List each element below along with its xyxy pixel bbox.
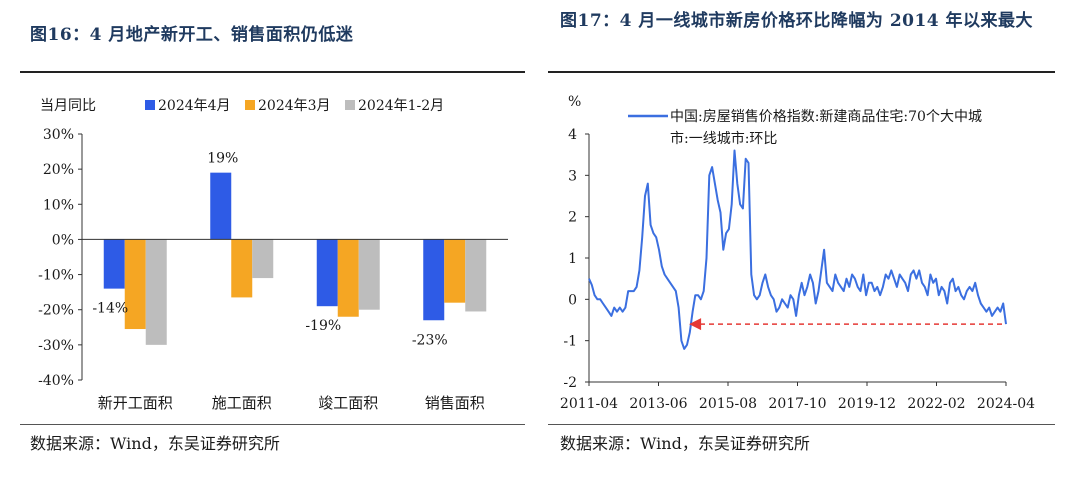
bar-legend-swatch-2 bbox=[345, 100, 355, 110]
bar-ytick-label: -30% bbox=[38, 338, 74, 354]
left-chart-title: 图16：4 月地产新开工、销售面积仍低迷 bbox=[30, 25, 354, 45]
left-title-rule bbox=[20, 71, 525, 73]
bar-category-label: 施工面积 bbox=[212, 394, 272, 412]
bar-legend-label-2: 2024年1-2月 bbox=[358, 98, 444, 114]
bar-ylabel: 当月同比 bbox=[40, 98, 96, 114]
left-panel: 图16：4 月地产新开工、销售面积仍低迷 当月同比 2024年4月 2024年3月 2… bbox=[0, 0, 530, 482]
bar-legend-label-1: 2024年3月 bbox=[258, 98, 331, 114]
line-series-path bbox=[588, 149, 1007, 350]
line-xtick-label: 2022-02 bbox=[907, 396, 965, 412]
bar-0-0 bbox=[103, 239, 125, 289]
right-panel: 图17：4 月一线城市新房价格环比降幅为 2014 年以来最大 % 中国:房屋销售… bbox=[548, 0, 1080, 482]
bar-data-label: -19% bbox=[305, 318, 341, 334]
line-ytick-label: 3 bbox=[568, 168, 577, 184]
line-xtick-label: 2024-04 bbox=[977, 396, 1035, 412]
bar-legend-label-0: 2024年4月 bbox=[158, 98, 231, 114]
bar-1-2 bbox=[252, 239, 274, 279]
line-xtick-label: 2013-06 bbox=[629, 396, 687, 412]
line-ytick-label: -1 bbox=[563, 334, 577, 350]
line-ylabel: % bbox=[568, 94, 581, 110]
right-title-rule bbox=[548, 71, 1055, 73]
left-source: 数据来源：Wind，东吴证券研究所 bbox=[30, 434, 280, 453]
bar-1-0 bbox=[210, 172, 232, 240]
line-ytick-label: 2 bbox=[568, 210, 577, 226]
bar-2-1 bbox=[337, 239, 359, 317]
bar-3-2 bbox=[465, 239, 487, 312]
bar-category-label: 新开工面积 bbox=[98, 394, 173, 412]
bar-ytick-label: -20% bbox=[38, 303, 74, 319]
bar-0-2 bbox=[145, 239, 167, 345]
bar-data-label: -23% bbox=[412, 332, 448, 348]
right-chart-title: 图17：4 月一线城市新房价格环比降幅为 2014 年以来最大 bbox=[560, 11, 1034, 31]
bar-ytick-label: -10% bbox=[38, 268, 74, 284]
bar-ytick-label: -40% bbox=[38, 373, 74, 389]
bar-2-2 bbox=[358, 239, 380, 310]
line-legend-label-1: 中国:房屋销售价格指数:新建商品住宅:70个大中城 bbox=[670, 109, 982, 125]
bar-2-0 bbox=[316, 239, 338, 307]
line-xtick-label: 2019-12 bbox=[838, 396, 896, 412]
bar-legend-swatch-0 bbox=[145, 100, 155, 110]
annotation-arrow-head bbox=[689, 318, 702, 331]
bar-category-label: 竣工面积 bbox=[318, 394, 378, 412]
bar-ytick-label: 0% bbox=[52, 232, 74, 248]
line-xtick-label: 2017-10 bbox=[768, 396, 826, 412]
bar-data-label: 19% bbox=[207, 151, 238, 167]
line-ytick-label: 1 bbox=[568, 251, 577, 267]
bar-ytick-label: 10% bbox=[43, 197, 74, 213]
bar-category-label: 销售面积 bbox=[425, 394, 485, 412]
right-source: 数据来源：Wind，东吴证券研究所 bbox=[560, 434, 810, 453]
bar-legend-swatch-1 bbox=[245, 100, 255, 110]
bar-ytick-label: 30% bbox=[43, 127, 74, 143]
left-source-rule bbox=[20, 424, 525, 425]
bar-ytick-label: 20% bbox=[43, 162, 74, 178]
line-ytick-label: -2 bbox=[563, 375, 577, 391]
line-xtick-label: 2015-08 bbox=[699, 396, 757, 412]
bar-1-1 bbox=[231, 239, 253, 298]
line-legend-label-2: 市:一线城市:环比 bbox=[670, 130, 777, 147]
bar-3-1 bbox=[444, 239, 466, 303]
right-source-rule bbox=[548, 424, 1055, 425]
bar-0-1 bbox=[124, 239, 146, 330]
line-ytick-label: 0 bbox=[568, 292, 577, 308]
bar-chart: 当月同比 2024年4月 2024年3月 2024年1-2月 30% 20% 10% 0% -1… bbox=[38, 98, 508, 412]
bar-3-0 bbox=[423, 239, 445, 321]
line-xtick-label: 2011-04 bbox=[560, 396, 618, 412]
bar-data-label: -14% bbox=[92, 301, 128, 317]
line-ytick-label: 4 bbox=[568, 127, 577, 143]
